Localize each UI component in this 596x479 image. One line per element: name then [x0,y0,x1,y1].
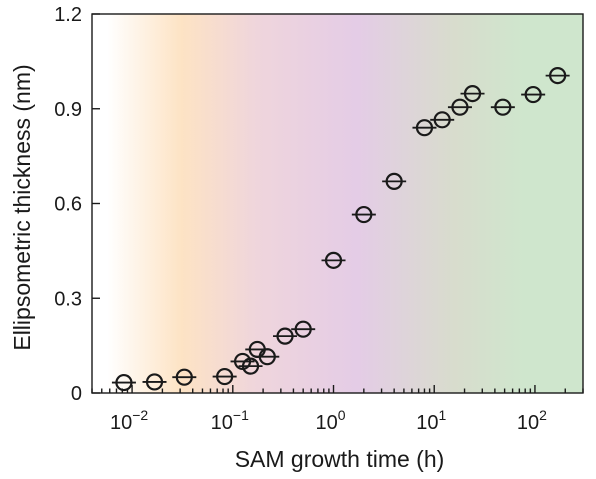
data-point-marker [415,119,434,137]
data-point-marker [433,111,451,129]
data-point-marker [115,373,133,392]
data-point-marker [463,84,482,103]
y-tick-label: 0.9 [54,99,82,121]
data-point-18 [521,85,546,104]
data-point-14 [430,111,455,129]
x-axis-label: SAM growth time (h) [235,446,445,472]
data-point-7 [255,348,280,366]
data-point-marker [276,327,294,345]
data-point-17 [490,98,515,116]
data-point-3 [212,367,237,386]
data-point-marker [145,373,164,391]
data-point-marker [385,172,403,190]
y-tick-label: 0.6 [54,194,82,216]
data-point-19 [545,66,570,85]
plot-background [92,14,583,393]
data-point-marker [524,85,542,104]
data-point-16 [460,84,485,103]
data-point-9 [291,320,316,338]
data-point-marker [258,348,276,366]
data-point-5 [238,357,263,375]
data-point-11 [351,205,376,224]
y-tick-label: 0.3 [54,288,82,310]
tick-labels: 0 0.3 0.6 0.9 1.2 10−2 10−1 100 101 102 [54,4,547,434]
data-point-marker [294,320,312,338]
x-tick-label: 100 [315,407,345,434]
y-axis-label: Ellipsometric thickness (nm) [9,64,35,350]
data-point-marker [324,251,343,269]
data-point-0 [111,373,136,392]
x-tick-label: 101 [416,407,446,434]
x-tick-label: 10−1 [211,407,249,434]
data-point-8 [273,327,298,345]
y-tick-label: 1.2 [54,4,82,26]
data-point-12 [382,172,407,190]
data-point-marker [175,368,193,386]
data-point-marker [494,98,512,116]
data-point-15 [447,98,472,116]
data-point-marker [355,205,373,224]
data-point-marker [451,98,469,116]
axis-ticks [91,13,584,394]
data-point-marker [549,66,567,85]
data-point-marker [216,367,234,386]
data-point-marker [241,357,260,375]
y-tick-label: 0 [71,383,82,405]
data-point-10 [321,251,346,269]
data-points [111,66,570,392]
data-point-13 [412,119,437,137]
x-tick-label: 10−2 [110,407,148,434]
x-tick-label: 102 [517,407,547,434]
data-point-2 [172,368,197,386]
data-point-1 [142,373,167,391]
